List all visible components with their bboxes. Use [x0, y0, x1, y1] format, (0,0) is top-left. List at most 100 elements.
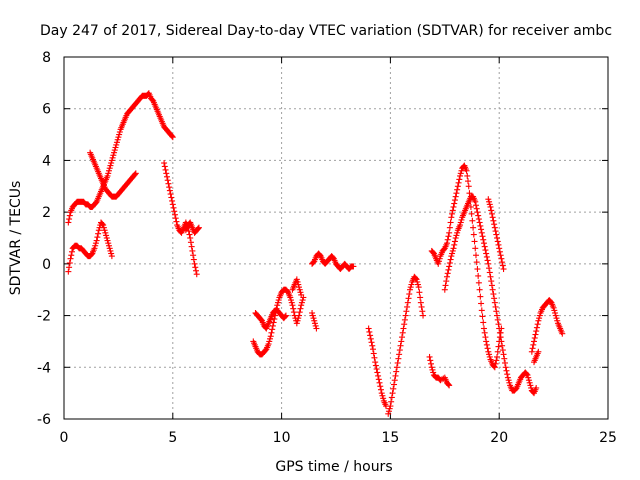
data-point: [102, 229, 109, 236]
trace-point: [393, 368, 400, 375]
trace-point: [290, 309, 297, 316]
data-point: [448, 253, 455, 260]
trace-point: [501, 355, 508, 362]
trace-point: [477, 293, 484, 300]
trace-point: [269, 326, 276, 333]
data-point: [485, 348, 492, 355]
trace-point: [399, 329, 406, 336]
trace-point: [107, 247, 114, 254]
trace-point: [525, 377, 532, 384]
series-seg6: [250, 286, 307, 358]
trace-point: [493, 308, 500, 315]
data-point: [296, 284, 303, 291]
data-point: [167, 191, 174, 198]
data-point: [104, 172, 111, 179]
data-point: [485, 260, 492, 267]
data-point: [483, 250, 490, 257]
trace-point: [107, 162, 114, 169]
data-point: [443, 240, 450, 247]
trace-point: [100, 224, 107, 231]
trace-point: [66, 212, 73, 219]
trace-point: [295, 315, 302, 322]
trace-point: [294, 278, 301, 285]
data-point: [496, 325, 503, 332]
data-point: [108, 253, 115, 260]
trace-point: [478, 226, 485, 233]
trace-point: [473, 205, 480, 212]
trace-point: [163, 173, 170, 180]
trace-point: [496, 248, 503, 255]
trace-point: [390, 385, 397, 392]
trace-point: [270, 319, 277, 326]
trace-point: [161, 163, 168, 170]
data-point: [309, 309, 316, 316]
data-point: [393, 364, 400, 371]
trace-point: [132, 171, 139, 178]
trace-point: [479, 233, 486, 240]
data-point: [550, 304, 557, 311]
data-point: [478, 229, 485, 236]
trace-point: [310, 315, 317, 322]
data-point: [472, 245, 479, 252]
trace-point: [505, 377, 512, 384]
series-seg11: [365, 325, 390, 410]
trace-point: [309, 312, 316, 319]
trace-point: [471, 238, 478, 245]
trace-point: [169, 133, 176, 140]
data-point: [504, 374, 511, 381]
trace-point: [375, 372, 382, 379]
data-point: [187, 235, 194, 241]
trace-point: [494, 348, 501, 355]
trace-point: [116, 131, 123, 138]
data-point: [452, 193, 459, 200]
trace-point: [486, 265, 493, 272]
data-point: [483, 338, 490, 345]
data-point: [443, 273, 450, 280]
trace-point: [458, 167, 465, 174]
trace-point: [449, 250, 456, 257]
data-point: [404, 299, 411, 306]
trace-point: [483, 253, 490, 260]
data-point: [450, 245, 457, 252]
data-point: [350, 263, 357, 270]
data-point: [191, 260, 198, 267]
trace-point: [113, 139, 120, 146]
data-point: [465, 183, 472, 190]
data-point: [533, 328, 540, 335]
data-point: [293, 276, 300, 283]
trace-point: [172, 215, 179, 222]
data-point: [91, 245, 98, 252]
trace-point: [506, 379, 513, 386]
y-tick-label: 2: [42, 205, 51, 221]
trace-point: [186, 231, 193, 238]
trace-point: [401, 321, 408, 328]
trace-point: [482, 247, 489, 254]
data-point: [195, 224, 202, 231]
trace-point: [451, 241, 458, 248]
data-point: [491, 224, 498, 231]
data-point: [265, 341, 272, 348]
trace-point: [173, 218, 180, 225]
trace-point: [407, 284, 414, 291]
series-seg1: [65, 90, 176, 226]
trace-point: [190, 256, 197, 263]
data-point: [298, 302, 305, 309]
trace-point: [419, 308, 426, 315]
data-point: [528, 348, 535, 355]
trace-point: [192, 264, 199, 271]
data-point: [435, 260, 442, 267]
trace-point: [481, 329, 488, 336]
x-tick-label: 10: [273, 430, 291, 446]
series-seg4: [161, 160, 200, 278]
data-point: [496, 245, 503, 252]
trace-point: [454, 229, 461, 236]
trace-point: [479, 313, 486, 320]
trace-point: [266, 335, 273, 342]
trace-point: [488, 278, 495, 285]
data-point: [494, 312, 501, 319]
trace-point: [468, 210, 475, 217]
trace-point: [105, 242, 112, 249]
trace-point: [187, 239, 194, 246]
trace-point: [457, 219, 464, 226]
